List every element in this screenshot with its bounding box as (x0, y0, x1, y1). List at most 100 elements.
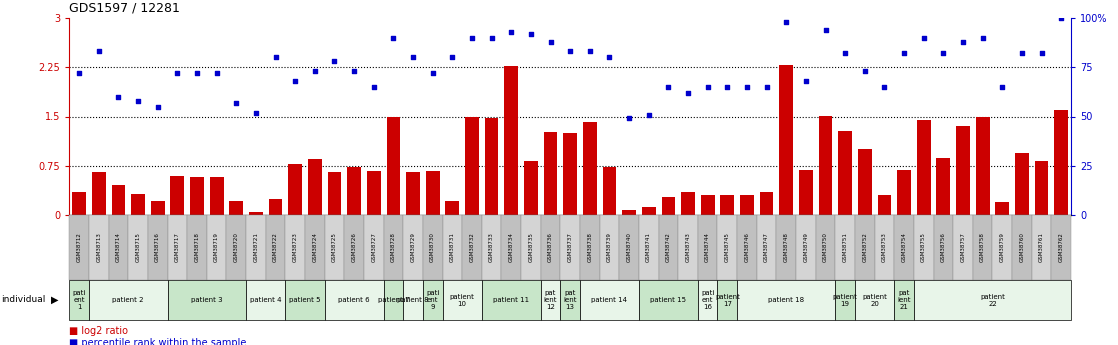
Text: GSM38712: GSM38712 (77, 233, 82, 263)
Text: GSM38752: GSM38752 (862, 233, 868, 263)
Point (660, 84, 678, 90)
Point (306, 68, 324, 74)
Bar (818, 116, 833, 215)
Point (600, 55, 618, 60)
Bar (151, 200, 164, 215)
Bar (305, 215, 324, 280)
Bar (307, 159, 322, 215)
Bar (1054, 110, 1068, 215)
Bar (973, 215, 993, 280)
Bar (227, 215, 246, 280)
Bar (285, 280, 324, 320)
Text: patient 18: patient 18 (768, 297, 804, 303)
Point (836, 51, 854, 56)
Text: GSM38728: GSM38728 (391, 233, 396, 263)
Bar (462, 215, 482, 280)
Text: patient
22: patient 22 (980, 294, 1005, 306)
Point (424, 70, 442, 76)
Point (954, 39, 972, 45)
Text: GSM38734: GSM38734 (509, 233, 514, 263)
Text: patient 2: patient 2 (113, 297, 144, 303)
Text: GSM38723: GSM38723 (293, 233, 297, 263)
Text: GSM38754: GSM38754 (901, 233, 907, 263)
Bar (874, 215, 894, 280)
Point (896, 51, 913, 56)
Bar (131, 194, 145, 215)
Text: GSM38735: GSM38735 (529, 233, 533, 263)
Bar (229, 200, 243, 215)
Point (620, 116, 638, 121)
Text: GSM38725: GSM38725 (332, 233, 337, 263)
Text: patient 6: patient 6 (339, 297, 370, 303)
Text: GSM38738: GSM38738 (587, 233, 593, 263)
Bar (642, 207, 655, 215)
Bar (210, 177, 224, 215)
Bar (835, 215, 855, 280)
Text: GSM38758: GSM38758 (980, 233, 985, 263)
Bar (718, 215, 737, 280)
Bar (108, 215, 129, 280)
Bar (603, 167, 616, 215)
Point (502, 29, 520, 34)
Bar (423, 215, 443, 280)
Text: GSM38720: GSM38720 (234, 233, 239, 263)
Text: GSM38718: GSM38718 (195, 233, 199, 263)
Point (758, 84, 776, 90)
Bar (718, 280, 737, 320)
Text: patient
19: patient 19 (833, 294, 858, 306)
Text: GDS1597 / 12281: GDS1597 / 12281 (69, 1, 180, 14)
Bar (976, 117, 989, 215)
Text: GSM38747: GSM38747 (764, 233, 769, 263)
Point (364, 84, 382, 90)
Point (129, 98, 146, 104)
Point (699, 84, 717, 90)
Point (679, 90, 697, 96)
Bar (249, 212, 263, 215)
Bar (1012, 215, 1032, 280)
Text: patient 3: patient 3 (191, 297, 222, 303)
Bar (69, 215, 89, 280)
Bar (623, 210, 636, 215)
Bar (482, 215, 502, 280)
Bar (638, 280, 698, 320)
Bar (348, 167, 361, 215)
Bar (934, 215, 954, 280)
Bar (956, 126, 970, 215)
Text: pat
ient
21: pat ient 21 (898, 290, 911, 310)
Bar (465, 117, 479, 215)
Bar (445, 200, 459, 215)
Text: GSM38724: GSM38724 (312, 233, 318, 263)
Point (777, 19, 795, 25)
Bar (543, 131, 558, 215)
Bar (993, 215, 1012, 280)
Text: ▶: ▶ (50, 295, 58, 305)
Point (149, 104, 167, 109)
Text: patient
10: patient 10 (449, 294, 474, 306)
Bar (898, 170, 911, 215)
Bar (426, 171, 439, 215)
Text: GSM38749: GSM38749 (804, 233, 808, 263)
Bar (170, 176, 184, 215)
Point (856, 68, 874, 74)
Text: GSM38746: GSM38746 (745, 233, 749, 263)
Text: patient 15: patient 15 (651, 297, 686, 303)
Bar (937, 158, 950, 215)
Text: GSM38717: GSM38717 (174, 233, 180, 263)
Point (1033, 51, 1051, 56)
Bar (740, 195, 754, 215)
Bar (266, 215, 285, 280)
Bar (485, 118, 499, 215)
Point (188, 70, 206, 76)
Bar (917, 120, 930, 215)
Bar (268, 199, 283, 215)
Point (463, 35, 481, 40)
Point (345, 68, 363, 74)
Bar (1015, 152, 1029, 215)
Point (227, 100, 245, 106)
Bar (364, 215, 383, 280)
Bar (207, 215, 227, 280)
Point (89, 49, 107, 54)
Bar (855, 280, 894, 320)
Point (816, 27, 834, 32)
Bar (855, 215, 874, 280)
